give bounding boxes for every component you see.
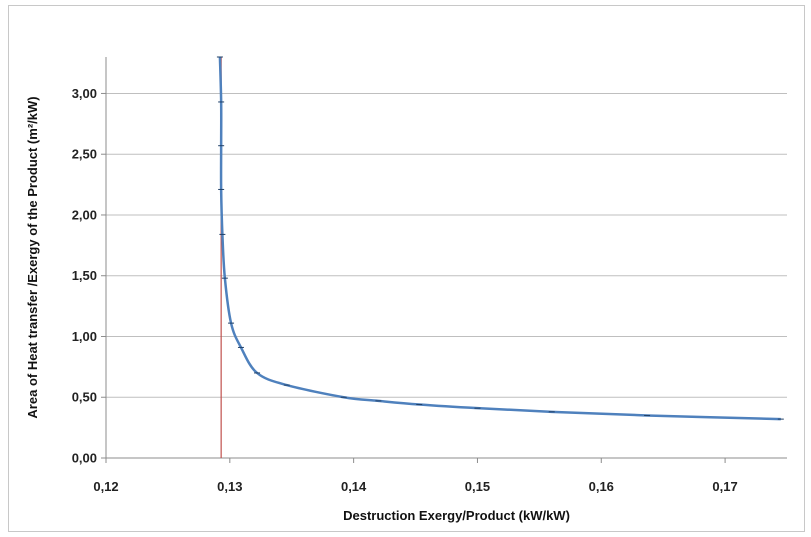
y-tick-label: 1,50 bbox=[72, 268, 97, 283]
x-ticks: 0,12 0,13 0,14 0,15 0,16 0,17 bbox=[93, 458, 738, 494]
y-tick-label: 3,00 bbox=[72, 86, 97, 101]
y-tick-label: 0,00 bbox=[72, 451, 97, 466]
series-line bbox=[218, 56, 781, 421]
series-group bbox=[216, 56, 784, 421]
y-tick-label: 0,50 bbox=[72, 390, 97, 405]
x-tick-label: 0,13 bbox=[217, 479, 242, 494]
y-tick-label: 1,00 bbox=[72, 329, 97, 344]
x-tick-label: 0,15 bbox=[465, 479, 490, 494]
x-tick-label: 0,12 bbox=[93, 479, 118, 494]
chart-frame bbox=[8, 5, 805, 532]
x-tick-label: 0,14 bbox=[341, 479, 367, 494]
y-tick-label: 2,00 bbox=[72, 207, 97, 222]
grid-lines bbox=[106, 92, 787, 398]
x-tick-label: 0,17 bbox=[712, 479, 737, 494]
y-tick-label: 2,50 bbox=[72, 147, 97, 162]
y-axis-title: Area of Heat transfer /Exergy of the Pro… bbox=[25, 96, 40, 418]
y-ticks: 0,00 0,50 1,00 1,50 2,00 2,50 3,00 bbox=[72, 86, 106, 466]
x-axis-title: Destruction Exergy/Product (kW/kW) bbox=[343, 508, 570, 523]
axes bbox=[105, 57, 787, 459]
x-tick-label: 0,16 bbox=[589, 479, 614, 494]
